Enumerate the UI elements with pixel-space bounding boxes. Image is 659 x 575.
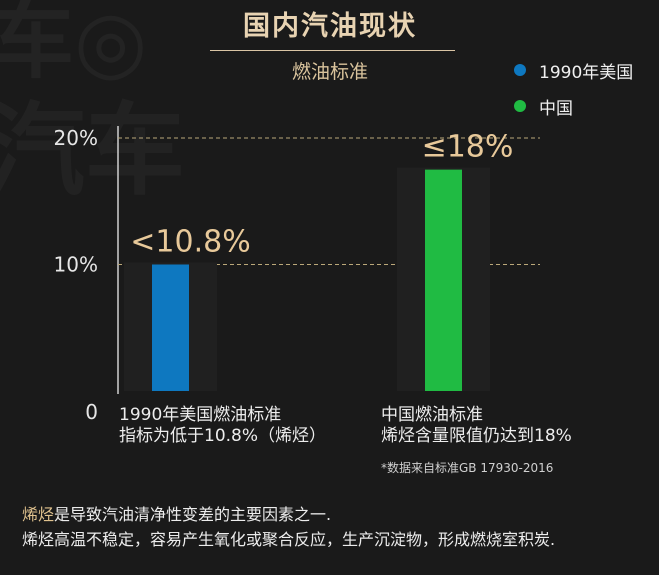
footer-line-1-text: 是导致汽油清净性变差的主要因素之一.	[54, 505, 332, 524]
data-label-1: ≤18%	[422, 130, 514, 165]
legend-swatch-usa	[514, 64, 526, 76]
bar-1	[425, 169, 462, 391]
category-label-china: 中国燃油标准 烯烃含量限值仍达到18%	[381, 405, 572, 447]
legend-item-china: 中国	[514, 94, 633, 119]
page-subtitle: 燃油标准	[291, 61, 368, 83]
y-tick-label-2: 20%	[54, 126, 98, 150]
svg-text:汽车: 汽车	[0, 92, 185, 209]
svg-text:车◎: 车◎	[0, 0, 147, 90]
legend-label-usa: 1990年美国	[539, 62, 634, 83]
y-tick-label-0: 0	[85, 400, 98, 424]
category-label-usa-line1: 1990年美国燃油标准	[119, 405, 282, 425]
legend-swatch-china	[514, 100, 526, 112]
footer-line-2: 烯烃高温不稳定，容易产生氧化或聚合反应，生产沉淀物，形成燃烧室积炭.	[22, 530, 556, 549]
source-note: *数据来自标准GB 17930-2016	[381, 461, 554, 475]
y-tick-label-1: 10%	[54, 253, 98, 277]
footer-line-1: 烯烃是导致汽油清净性变差的主要因素之一.	[22, 502, 555, 527]
title-block: 国内汽油现状 燃油标准	[200, 10, 460, 84]
category-label-usa-line2: 指标为低于10.8%（烯烃）	[119, 426, 327, 446]
category-label-china-line2: 烯烃含量限值仍达到18%	[381, 426, 572, 446]
data-label-0: <10.8%	[130, 225, 250, 260]
page-title: 国内汽油现状	[243, 11, 417, 42]
legend-label-china: 中国	[539, 98, 573, 119]
title-divider	[210, 50, 455, 51]
chart-legend: 1990年美国 中国	[514, 58, 633, 130]
category-label-usa: 1990年美国燃油标准 指标为低于10.8%（烯烃）	[119, 405, 326, 447]
category-label-china-line1: 中国燃油标准	[381, 405, 483, 425]
bar-0	[152, 264, 189, 391]
footer-highlight: 烯烃	[22, 505, 55, 524]
footer-text: 烯烃是导致汽油清净性变差的主要因素之一. 烯烃高温不稳定，容易产生氧化或聚合反应…	[22, 502, 555, 552]
legend-item-usa: 1990年美国	[514, 58, 634, 83]
